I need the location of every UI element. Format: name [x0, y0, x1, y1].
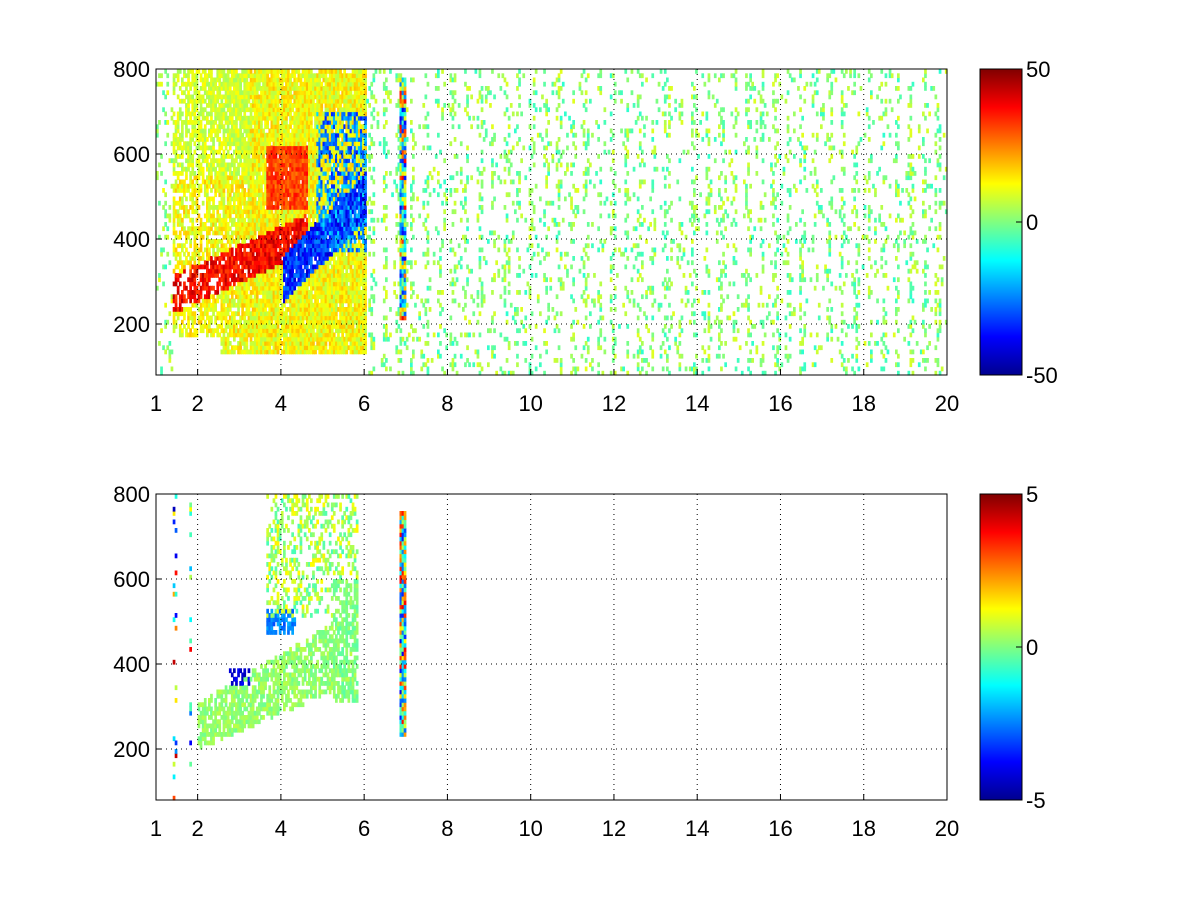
x-tick-label: 6	[358, 391, 370, 416]
y-tick-labels: 200 400 600 800	[113, 482, 162, 762]
y-tick-label: 800	[113, 57, 150, 82]
axes-frame	[155, 68, 948, 376]
x-tick-label: 4	[275, 391, 287, 416]
x-tick-label: 8	[441, 391, 453, 416]
colorbar-gradient	[979, 493, 1023, 801]
x-tick-label: 14	[685, 391, 709, 416]
y-tick-label: 400	[113, 227, 150, 252]
colorbar-tick-label: 0	[1026, 210, 1038, 235]
x-tick-label: 2	[192, 391, 204, 416]
colorbar-tick-label: 50	[1026, 57, 1050, 82]
axes-frame	[155, 493, 948, 801]
y-tick-label: 800	[113, 482, 150, 507]
heatmap-cells	[156, 69, 948, 376]
x-tick-label: 6	[358, 816, 370, 841]
x-tick-label: 14	[685, 816, 709, 841]
x-tick-label: 12	[602, 816, 626, 841]
x-tick-labels: 1 2 4 6 8 10 12 14 16 18 20	[150, 369, 959, 416]
x-tick-label: 1	[150, 816, 162, 841]
colorbar-tick-label: -5	[1026, 788, 1046, 813]
x-tick-label: 16	[768, 816, 792, 841]
y-tick-label: 400	[113, 652, 150, 677]
x-tick-label: 20	[935, 391, 959, 416]
y-tick-label: 600	[113, 142, 150, 167]
y-tick-label: 600	[113, 567, 150, 592]
x-tick-label: 10	[518, 391, 542, 416]
x-tick-label: 8	[441, 816, 453, 841]
x-tick-label: 1	[150, 391, 162, 416]
x-tick-label: 16	[768, 391, 792, 416]
colorbar-tick-label: -50	[1026, 363, 1058, 388]
y-tick-labels: 200 400 600 800	[113, 57, 162, 337]
x-tick-label: 10	[518, 816, 542, 841]
colorbar-tick-label: 0	[1026, 635, 1038, 660]
y-tick-label: 200	[113, 312, 150, 337]
colorbar: 50 0 -50	[979, 57, 1058, 388]
colorbar: 5 0 -5	[979, 482, 1046, 813]
x-tick-label: 18	[851, 391, 875, 416]
x-tick-label: 12	[602, 391, 626, 416]
x-tick-label: 4	[275, 816, 287, 841]
colorbar-gradient	[979, 68, 1023, 376]
colorbar-tick-label: 5	[1026, 482, 1038, 507]
y-tick-label: 200	[113, 737, 150, 762]
x-tick-label: 20	[935, 816, 959, 841]
heatmap-cells	[172, 494, 407, 801]
x-tick-labels: 1 2 4 6 8 10 12 14 16 18 20	[150, 794, 959, 841]
x-tick-label: 18	[851, 816, 875, 841]
x-tick-label: 2	[192, 816, 204, 841]
